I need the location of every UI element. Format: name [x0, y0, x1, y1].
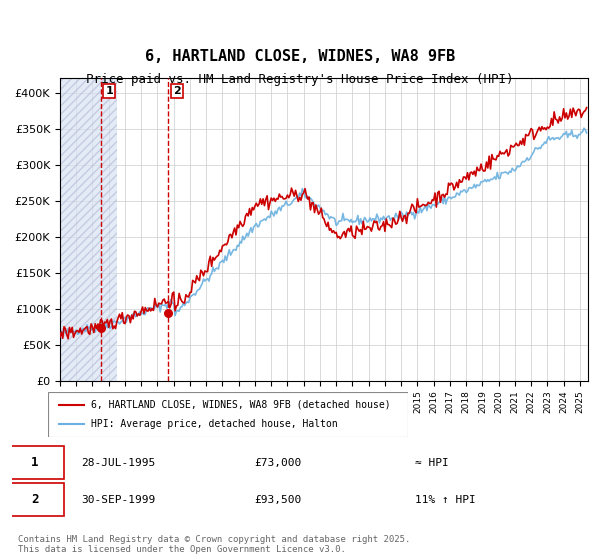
- Text: £93,500: £93,500: [254, 494, 301, 505]
- Bar: [60, 78, 117, 381]
- FancyBboxPatch shape: [6, 483, 64, 516]
- Text: ≈ HPI: ≈ HPI: [415, 458, 449, 468]
- Text: 11% ↑ HPI: 11% ↑ HPI: [415, 494, 476, 505]
- Text: 2: 2: [173, 86, 181, 96]
- Text: Price paid vs. HM Land Registry's House Price Index (HPI): Price paid vs. HM Land Registry's House …: [86, 73, 514, 86]
- Bar: [60, 78, 117, 381]
- Text: 2: 2: [31, 493, 39, 506]
- Text: 6, HARTLAND CLOSE, WIDNES, WA8 9FB: 6, HARTLAND CLOSE, WIDNES, WA8 9FB: [145, 49, 455, 64]
- FancyBboxPatch shape: [6, 446, 64, 479]
- Text: 1: 1: [31, 456, 39, 469]
- Text: £73,000: £73,000: [254, 458, 301, 468]
- FancyBboxPatch shape: [48, 392, 408, 437]
- Text: 30-SEP-1999: 30-SEP-1999: [81, 494, 155, 505]
- Point: [164, 309, 173, 318]
- Text: 28-JUL-1995: 28-JUL-1995: [81, 458, 155, 468]
- Text: 1: 1: [106, 86, 113, 96]
- Text: HPI: Average price, detached house, Halton: HPI: Average price, detached house, Halt…: [91, 419, 338, 430]
- Text: Contains HM Land Registry data © Crown copyright and database right 2025.
This d: Contains HM Land Registry data © Crown c…: [18, 535, 410, 554]
- Text: 6, HARTLAND CLOSE, WIDNES, WA8 9FB (detached house): 6, HARTLAND CLOSE, WIDNES, WA8 9FB (deta…: [91, 399, 391, 409]
- Point: [96, 324, 106, 333]
